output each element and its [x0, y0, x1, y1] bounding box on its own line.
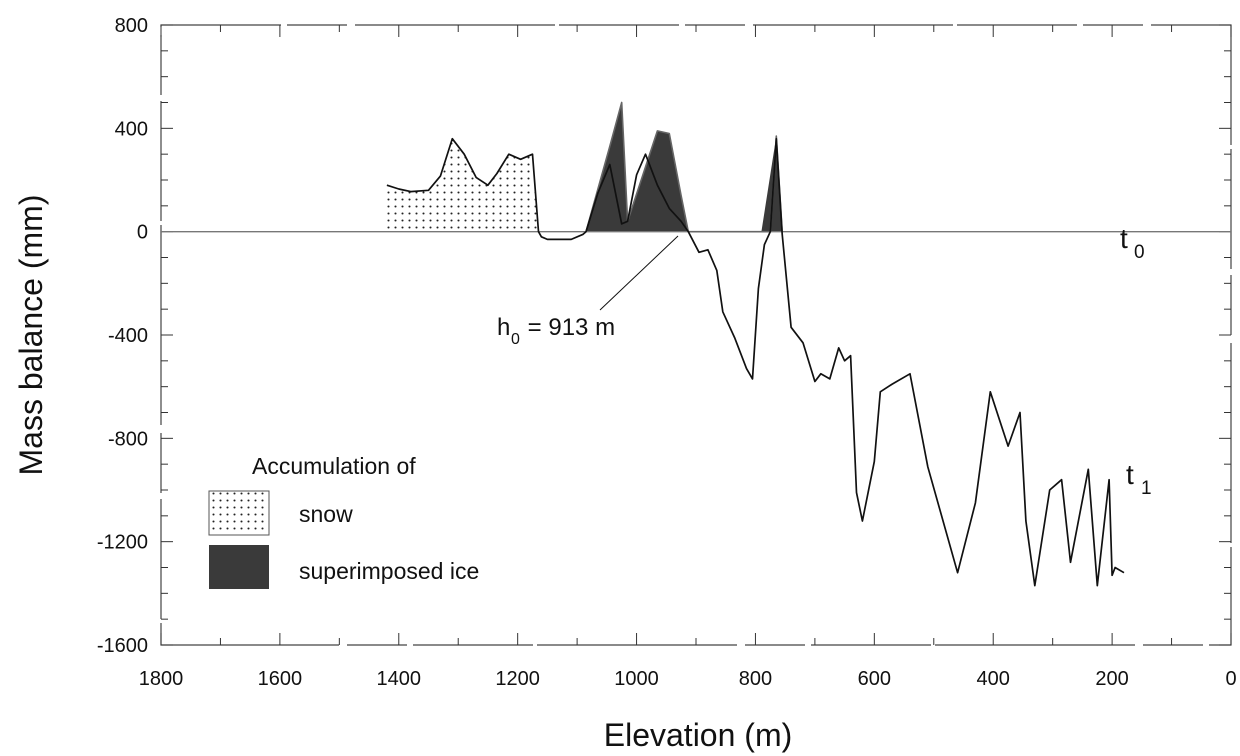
t0-label: t 0 — [1120, 223, 1145, 263]
h0-text-h: h — [497, 314, 510, 341]
legend-label-superimposed-ice: superimposed ice — [299, 558, 479, 584]
legend: Accumulation of snow superimposed ice — [208, 453, 479, 589]
legend-label-snow: snow — [299, 501, 353, 527]
legend-title: Accumulation of — [252, 453, 416, 479]
t1-label-main: t — [1126, 459, 1134, 490]
h0-leader-line — [599, 235, 679, 311]
x-tick-label: 1000 — [614, 668, 659, 690]
axis-ticks — [160, 24, 1232, 646]
h0-text-rest: = 913 m — [521, 314, 615, 341]
plot-frame — [160, 24, 1232, 646]
h0-annotation: h 0 = 913 m — [497, 314, 615, 348]
x-tick-label: 600 — [858, 668, 891, 690]
legend-swatch-snow — [208, 490, 270, 536]
x-tick-label: 1400 — [377, 668, 422, 690]
t1-label: t 1 — [1126, 459, 1152, 499]
x-tick-label: 1600 — [258, 668, 303, 690]
superimposed-ice-area — [586, 102, 689, 232]
x-tick-label: 0 — [1225, 668, 1236, 690]
y-tick-label: -1200 — [97, 532, 148, 554]
x-tick-label: 1200 — [495, 668, 540, 690]
x-tick-label: 400 — [977, 668, 1010, 690]
y-tick-label: 800 — [115, 15, 148, 37]
accumulation-areas — [386, 102, 783, 232]
y-tick-labels: 800 400 0 -400 -800 -1200 -1600 — [97, 15, 148, 657]
y-tick-label: -800 — [108, 428, 148, 450]
x-tick-label: 1800 — [139, 668, 184, 690]
t0-label-sub: 0 — [1134, 242, 1145, 263]
x-tick-label: 200 — [1095, 668, 1128, 690]
y-tick-label: -400 — [108, 325, 148, 347]
t1-series-line — [386, 137, 1125, 587]
t1-label-sub: 1 — [1141, 478, 1152, 499]
x-tick-labels: 1800 1600 1400 1200 1000 800 600 400 200 0 — [139, 668, 1237, 690]
t0-label-main: t — [1120, 223, 1128, 254]
snow-area — [386, 138, 539, 232]
h0-text-sub: 0 — [511, 331, 520, 348]
legend-swatch-superimposed-ice — [209, 545, 269, 589]
x-axis-title: Elevation (m) — [604, 717, 793, 753]
y-tick-label: 0 — [137, 222, 148, 244]
y-axis-title: Mass balance (mm) — [13, 195, 49, 476]
y-tick-label: 400 — [115, 118, 148, 140]
series-lines — [386, 101, 1125, 587]
y-tick-label: -1600 — [97, 635, 148, 657]
x-tick-label: 800 — [739, 668, 772, 690]
